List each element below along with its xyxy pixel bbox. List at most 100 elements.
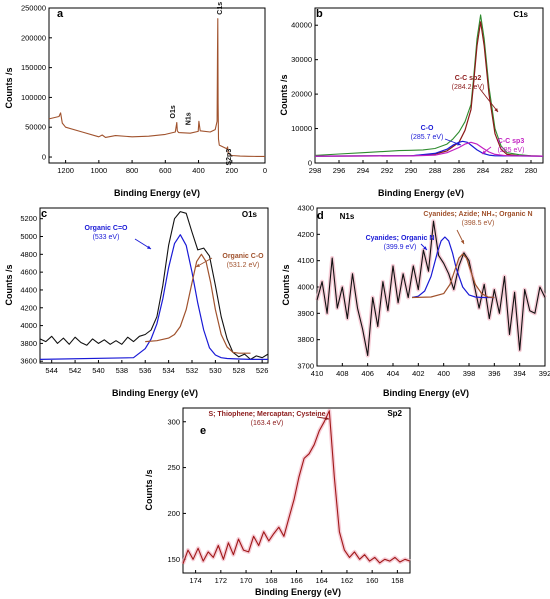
peak-annotation-b: C-O <box>421 125 434 132</box>
y-tick-label-a: 50000 <box>25 123 46 132</box>
peak-annotation-c: Organic C-O <box>222 253 264 260</box>
x-tick-label-d: 410 <box>311 369 324 378</box>
y-axis-label-d: Counts /s <box>281 264 291 305</box>
x-tick-label-b: 296 <box>333 166 346 175</box>
y-tick-label-e: 300 <box>167 417 180 426</box>
y-tick-label-c: 3600 <box>20 357 37 366</box>
panel-title-d: N1s <box>340 212 355 221</box>
panel-label-c: c <box>41 208 47 220</box>
y-tick-label-d: 4000 <box>297 283 314 292</box>
plot-frame-b <box>314 7 544 164</box>
peak-annotation-c: Organic C=O <box>85 225 129 232</box>
annotation-arrowhead-d <box>460 240 464 244</box>
y-tick-label-c: 4200 <box>20 303 37 312</box>
peak-annotation-b: C-C sp2 <box>455 75 482 82</box>
x-tick-label-b: 286 <box>453 166 466 175</box>
y-tick-label-d: 3900 <box>297 309 314 318</box>
y-tick-label-c: 4800 <box>20 250 37 259</box>
peak-annotation-e: S; Thiophene; Mercaptan; Cysteine <box>208 411 325 418</box>
x-tick-label-c: 538 <box>116 366 129 375</box>
x-tick-label-b: 292 <box>381 166 394 175</box>
x-tick-label-a: 400 <box>192 166 205 175</box>
x-axis-label-a: Binding Energy (eV) <box>114 188 200 198</box>
peak-annotation-a: C1s <box>217 2 224 15</box>
series-line-d-0 <box>316 220 546 357</box>
y-tick-label-e: 150 <box>167 555 180 564</box>
panel-label-d: d <box>317 210 324 222</box>
x-tick-label-c: 528 <box>233 366 246 375</box>
x-tick-label-a: 0 <box>263 166 267 175</box>
y-tick-label-c: 5200 <box>20 214 37 223</box>
peak-annotation-value-b: (284.2 eV) <box>452 84 485 91</box>
y-tick-label-a: 150000 <box>21 63 46 72</box>
series-line-a-0 <box>48 18 265 157</box>
peak-annotation-value-d: (398.5 eV) <box>462 220 495 227</box>
x-tick-label-d: 406 <box>361 369 374 378</box>
x-tick-label-d: 392 <box>539 369 550 378</box>
chart-panel-c: c O1s 544 542 540 538 536 534 532 530 528 526 3600… <box>4 207 269 398</box>
y-tick-label-a: 100000 <box>21 93 46 102</box>
peak-annotation-d: Cyanides; Azide; NH₃; Organic N <box>423 211 532 218</box>
y-tick-label-b: 0 <box>308 159 312 168</box>
y-tick-label-c: 4000 <box>20 321 37 330</box>
series-line-b-2 <box>314 140 544 157</box>
x-tick-label-d: 396 <box>488 369 501 378</box>
series-line-c-1 <box>39 234 268 360</box>
plot-area-a: 1200 1000 800 600 400 200 0 0 50000 100000 150000 2… <box>21 2 267 175</box>
x-tick-label-e: 158 <box>391 576 404 585</box>
series-line-c-2 <box>145 253 251 354</box>
y-tick-label-d: 4100 <box>297 256 314 265</box>
x-axis-label-c: Binding Energy (eV) <box>112 388 198 398</box>
peak-annotation-d: Cyanides; Organic N <box>366 235 435 242</box>
y-tick-label-a: 0 <box>42 153 46 162</box>
y-tick-label-b: 10000 <box>291 124 312 133</box>
peak-annotation-a: N1s <box>186 112 193 125</box>
y-tick-label-d: 4200 <box>297 230 314 239</box>
y-tick-label-d: 4300 <box>297 204 314 213</box>
series-line-c-0 <box>39 211 269 360</box>
x-tick-label-b: 294 <box>357 166 370 175</box>
annotation-arrowhead-e <box>325 416 329 421</box>
x-tick-label-a: 1000 <box>91 166 108 175</box>
peak-annotation-value-e: (163.4 eV) <box>251 420 284 427</box>
y-axis-label-a: Counts /s <box>4 67 14 108</box>
y-tick-label-b: 20000 <box>291 90 312 99</box>
x-tick-label-e: 160 <box>366 576 379 585</box>
y-tick-label-d: 3800 <box>297 335 314 344</box>
x-tick-label-c: 530 <box>209 366 222 375</box>
series-line-d-1 <box>411 236 495 299</box>
plot-area-e: 174 172 170 168 166 164 162 160 158 150 200 250 300 S… <box>167 407 411 585</box>
peak-annotation-value-c: (533 eV) <box>93 234 120 241</box>
panel-label-b: b <box>316 8 323 20</box>
x-tick-label-a: 1200 <box>57 166 74 175</box>
x-tick-label-d: 402 <box>412 369 425 378</box>
x-tick-label-b: 288 <box>429 166 442 175</box>
y-tick-label-c: 4400 <box>20 285 37 294</box>
x-tick-label-e: 174 <box>189 576 202 585</box>
chart-panel-a: a 1200 1000 800 600 400 200 0 0 50000 100000 15000… <box>4 2 267 198</box>
peak-annotation-value-c: (531.2 eV) <box>227 262 260 269</box>
annotation-arrowhead-c <box>147 245 151 249</box>
peak-annotation-a: O1s <box>170 105 177 118</box>
x-tick-label-b: 280 <box>525 166 538 175</box>
x-tick-label-b: 298 <box>309 166 322 175</box>
y-tick-label-d: 3700 <box>297 362 314 371</box>
x-tick-label-e: 162 <box>341 576 354 585</box>
x-axis-label-b: Binding Energy (eV) <box>378 188 464 198</box>
x-tick-label-c: 536 <box>139 366 152 375</box>
panel-title-c: O1s <box>242 210 258 219</box>
y-axis-label-c: Counts /s <box>4 264 14 305</box>
x-tick-label-d: 404 <box>387 369 400 378</box>
y-tick-label-a: 200000 <box>21 33 46 42</box>
x-tick-label-b: 282 <box>501 166 514 175</box>
x-tick-label-a: 800 <box>126 166 139 175</box>
x-tick-label-a: 600 <box>159 166 172 175</box>
x-tick-label-c: 542 <box>69 366 82 375</box>
peak-annotation-value-d: (399.9 eV) <box>384 244 417 251</box>
x-tick-label-c: 532 <box>186 366 199 375</box>
annotation-arrow-b <box>479 88 499 113</box>
chart-panel-b: b C1s 298 296 294 292 290 288 286 284 282 280 0 100… <box>279 7 544 198</box>
plot-area-d: 410 408 406 404 402 400 398 396 394 392 3700 3800 39… <box>297 204 550 379</box>
x-tick-label-c: 544 <box>45 366 58 375</box>
y-tick-label-b: 40000 <box>291 21 312 30</box>
